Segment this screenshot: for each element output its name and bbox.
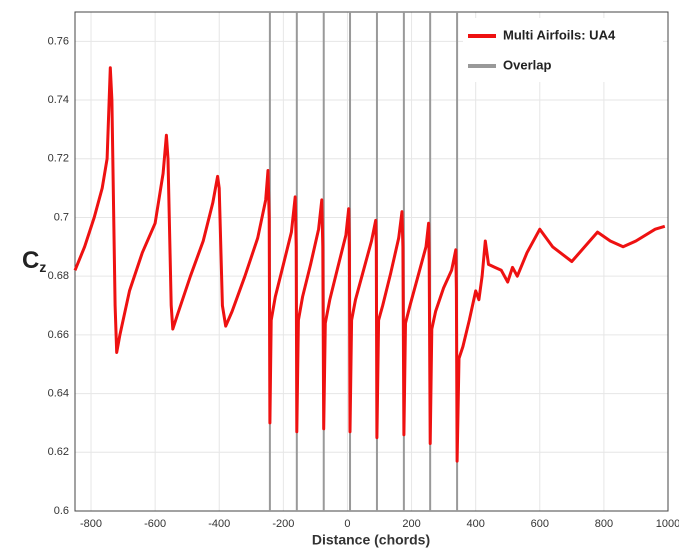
y-tick-label: 0.62 [48, 446, 69, 458]
x-tick-label: -200 [272, 518, 294, 530]
y-axis-label: Cz [22, 247, 46, 274]
y-tick-label: 0.72 [48, 153, 69, 165]
y-tick-label: 0.66 [48, 329, 69, 341]
x-tick-label: -800 [80, 518, 102, 530]
legend-label: Multi Airfoils: UA4 [503, 27, 616, 42]
y-axis-label-sub: z [39, 259, 46, 275]
x-tick-label: -400 [208, 518, 230, 530]
y-tick-label: 0.7 [54, 211, 69, 223]
y-tick-label: 0.68 [48, 270, 69, 282]
x-tick-label: 400 [466, 518, 484, 530]
plot-frame [74, 11, 669, 512]
series-line [73, 66, 666, 463]
y-axis-label-main: C [22, 247, 39, 274]
y-tick-label: 0.64 [48, 387, 69, 399]
legend-label: Overlap [503, 57, 551, 72]
x-tick-label: -600 [144, 518, 166, 530]
x-tick-label: 1000 [656, 518, 679, 530]
y-tick-label: 0.74 [48, 94, 69, 106]
x-axis-label: Distance (chords) [312, 532, 430, 548]
x-tick-label: 800 [595, 518, 613, 530]
y-tick-label: 0.6 [54, 505, 69, 517]
legend-box [463, 18, 663, 82]
x-tick-label: 200 [402, 518, 420, 530]
x-tick-label: 600 [531, 518, 549, 530]
x-tick-label: 0 [344, 518, 350, 530]
y-tick-label: 0.76 [48, 35, 69, 47]
